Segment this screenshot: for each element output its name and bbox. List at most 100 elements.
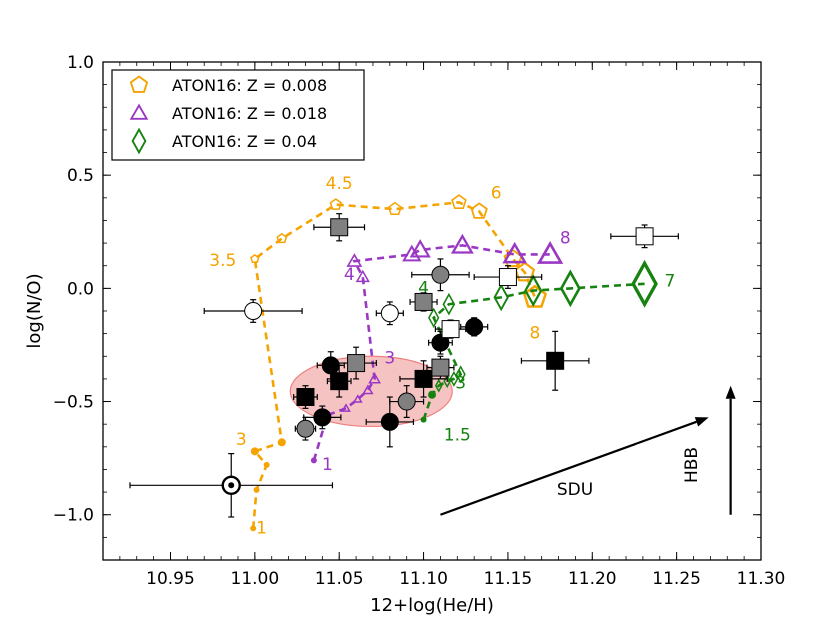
observation: [426, 355, 455, 380]
x-tick-label: 11.10: [399, 569, 448, 589]
series-3-point: [449, 370, 459, 387]
mass-label: 7: [664, 272, 675, 292]
mass-label: 4: [344, 265, 355, 285]
sun-symbol-center: [228, 482, 235, 489]
hbb-label: HBB: [682, 447, 702, 483]
observation-marker: [347, 354, 366, 373]
sdu-label: SDU: [557, 480, 593, 500]
x-tick-label: 11.15: [484, 569, 533, 589]
observation: [520, 330, 590, 391]
observation: [313, 213, 366, 242]
observation-marker: [498, 268, 517, 287]
x-tick-label: 11.05: [315, 569, 364, 589]
arrow-sdu: [440, 420, 697, 516]
legend-box: [111, 69, 365, 161]
mass-label: 6: [491, 183, 502, 203]
observation-marker: [296, 388, 315, 407]
series-2-point: [340, 403, 351, 412]
mass-label: 1: [322, 455, 333, 475]
observation: [303, 405, 342, 430]
observation-marker: [380, 412, 399, 431]
observation-marker: [635, 227, 654, 246]
observation-marker: [431, 265, 450, 284]
series-2-point: [310, 457, 317, 464]
observation-marker: [414, 369, 433, 388]
observation-marker: [397, 392, 416, 411]
observation: [411, 258, 470, 292]
series-3-point: [428, 390, 436, 399]
y-axis-label: log(N/O): [24, 273, 45, 348]
series-1-point: [514, 261, 536, 282]
x-tick-label: 11.30: [737, 569, 786, 589]
legend-marker-2: [129, 103, 149, 120]
observation: [293, 385, 318, 409]
mass-label: 4.5: [326, 174, 353, 194]
legend-label-3: ATON16: Z = 0.04: [172, 132, 317, 151]
legend-marker-1: [129, 75, 149, 93]
legend-label-1: ATON16: Z = 0.008: [172, 76, 327, 95]
y-tick-label: 0.0: [67, 279, 94, 299]
y-tick-label: 1.0: [67, 53, 94, 73]
mass-label: 4: [418, 278, 429, 298]
series-2-point: [346, 253, 363, 267]
observation-marker: [431, 358, 450, 377]
series-1: 1 3 3.5 4.5 6 8: [209, 174, 548, 538]
y-tick-label: −0.5: [53, 393, 94, 413]
arrow-head: [694, 417, 709, 427]
series-3-point: [442, 292, 456, 316]
observation: [434, 319, 467, 339]
series-3-point: [631, 259, 658, 308]
series-3-point: [493, 283, 509, 312]
series-1-point: [470, 202, 488, 219]
observation: [409, 292, 438, 312]
series-3-point: [559, 269, 581, 308]
mass-label: 3: [236, 430, 247, 450]
x-tick-label: 11.20: [568, 569, 617, 589]
legend: ATON16: Z = 0.008 ATON16: Z = 0.018 ATON16…: [111, 69, 365, 161]
series-3-point: [434, 378, 443, 393]
series-1-point: [451, 194, 467, 209]
series-3-point: [420, 416, 427, 423]
series-2-point: [355, 269, 370, 283]
series-3-point: [524, 274, 543, 308]
observation-marker: [296, 419, 315, 438]
x-tick-label: 11.25: [652, 569, 701, 589]
y-tick-label: −1.0: [53, 506, 94, 526]
series-1-point: [387, 201, 402, 216]
observation-marker: [380, 304, 399, 323]
x-tick-label: 10.95: [146, 569, 195, 589]
x-tick-label: 11.00: [231, 569, 280, 589]
observation-marker: [313, 408, 332, 427]
series-2-point: [502, 241, 528, 264]
series-2-point: [409, 239, 431, 258]
observation-marker: [546, 351, 565, 370]
series-2-line: [312, 244, 551, 461]
x-axis-label: 12+log(He/H): [370, 595, 494, 616]
series-3-point: [428, 307, 440, 328]
legend-marker-3: [131, 127, 147, 155]
observation: [375, 301, 404, 326]
observation: [129, 453, 334, 518]
mass-label: 3: [455, 373, 466, 393]
observation: [428, 330, 453, 355]
annotation-arrows: SDU HBB: [440, 385, 736, 516]
observation-marker: [330, 372, 349, 391]
observation-marker: [441, 320, 460, 339]
series-2-point: [450, 233, 474, 254]
observation-marker: [431, 333, 450, 352]
observation: [389, 385, 425, 418]
observation-marker: [414, 292, 433, 311]
series-1-point: [329, 198, 343, 210]
series-1-point: [250, 525, 257, 532]
axis-ticks: 10.95 11.00 11.05 11.10 11.15 11.20 11.25 11.30…: [53, 53, 786, 589]
mass-label: 3.5: [209, 251, 236, 271]
series-1-point: [250, 253, 260, 263]
observation: [203, 299, 303, 323]
plot-area: 1 3 3.5 4.5 6 8 1 3 4 8 1.5 3 4 7 SDU HBB: [129, 174, 736, 538]
observation-marker: [330, 218, 349, 237]
observation: [365, 396, 415, 448]
mass-label: 8: [560, 229, 571, 249]
series-2-point: [536, 241, 564, 264]
mass-label: 8: [530, 324, 541, 344]
